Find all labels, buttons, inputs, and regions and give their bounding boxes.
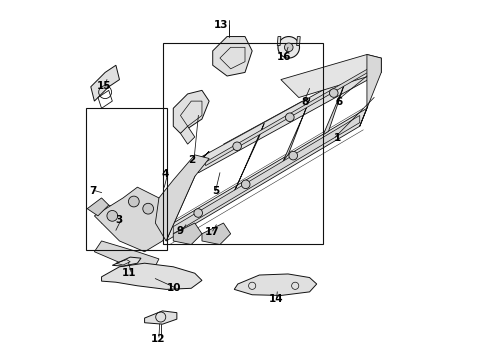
Text: 12: 12 (151, 333, 166, 343)
Bar (163, 43, 323, 244)
Text: 9: 9 (177, 226, 184, 236)
Text: 14: 14 (269, 294, 284, 304)
Polygon shape (166, 108, 367, 241)
Text: 4: 4 (162, 168, 169, 179)
Text: 10: 10 (167, 283, 181, 293)
Polygon shape (281, 54, 381, 98)
Circle shape (285, 43, 293, 51)
Polygon shape (155, 155, 209, 241)
Polygon shape (87, 198, 109, 216)
Polygon shape (283, 98, 310, 161)
Polygon shape (155, 151, 209, 209)
Polygon shape (233, 123, 264, 194)
Text: 8: 8 (302, 97, 309, 107)
Circle shape (233, 142, 242, 150)
Circle shape (128, 196, 139, 207)
Polygon shape (205, 65, 374, 166)
Text: 5: 5 (212, 186, 219, 197)
Text: 13: 13 (213, 20, 228, 30)
Circle shape (278, 37, 299, 58)
Text: 2: 2 (188, 155, 196, 165)
Polygon shape (166, 158, 202, 241)
Polygon shape (173, 90, 209, 134)
Polygon shape (95, 241, 159, 273)
Text: 15: 15 (97, 81, 112, 91)
Polygon shape (296, 37, 300, 45)
Circle shape (289, 151, 297, 160)
Polygon shape (323, 78, 346, 135)
Text: 11: 11 (122, 267, 137, 278)
Polygon shape (277, 37, 281, 45)
Circle shape (242, 180, 250, 189)
Polygon shape (101, 263, 202, 289)
Polygon shape (198, 58, 381, 173)
Bar (86, 108, 167, 250)
Circle shape (329, 89, 338, 97)
Text: 1: 1 (334, 133, 341, 143)
Text: 7: 7 (89, 186, 97, 197)
Polygon shape (360, 54, 381, 126)
Polygon shape (202, 223, 231, 244)
Circle shape (143, 203, 153, 214)
Circle shape (286, 113, 294, 122)
Polygon shape (145, 311, 177, 324)
Polygon shape (91, 65, 120, 101)
Polygon shape (180, 126, 195, 144)
Circle shape (194, 209, 202, 217)
Text: 16: 16 (277, 52, 292, 62)
Polygon shape (95, 187, 173, 252)
Polygon shape (234, 274, 317, 296)
Polygon shape (112, 257, 141, 266)
Polygon shape (213, 37, 252, 76)
Polygon shape (173, 116, 360, 234)
Circle shape (107, 211, 118, 221)
Text: 3: 3 (115, 215, 122, 225)
Text: 6: 6 (335, 97, 343, 107)
Text: 17: 17 (205, 227, 220, 237)
Polygon shape (173, 223, 202, 244)
